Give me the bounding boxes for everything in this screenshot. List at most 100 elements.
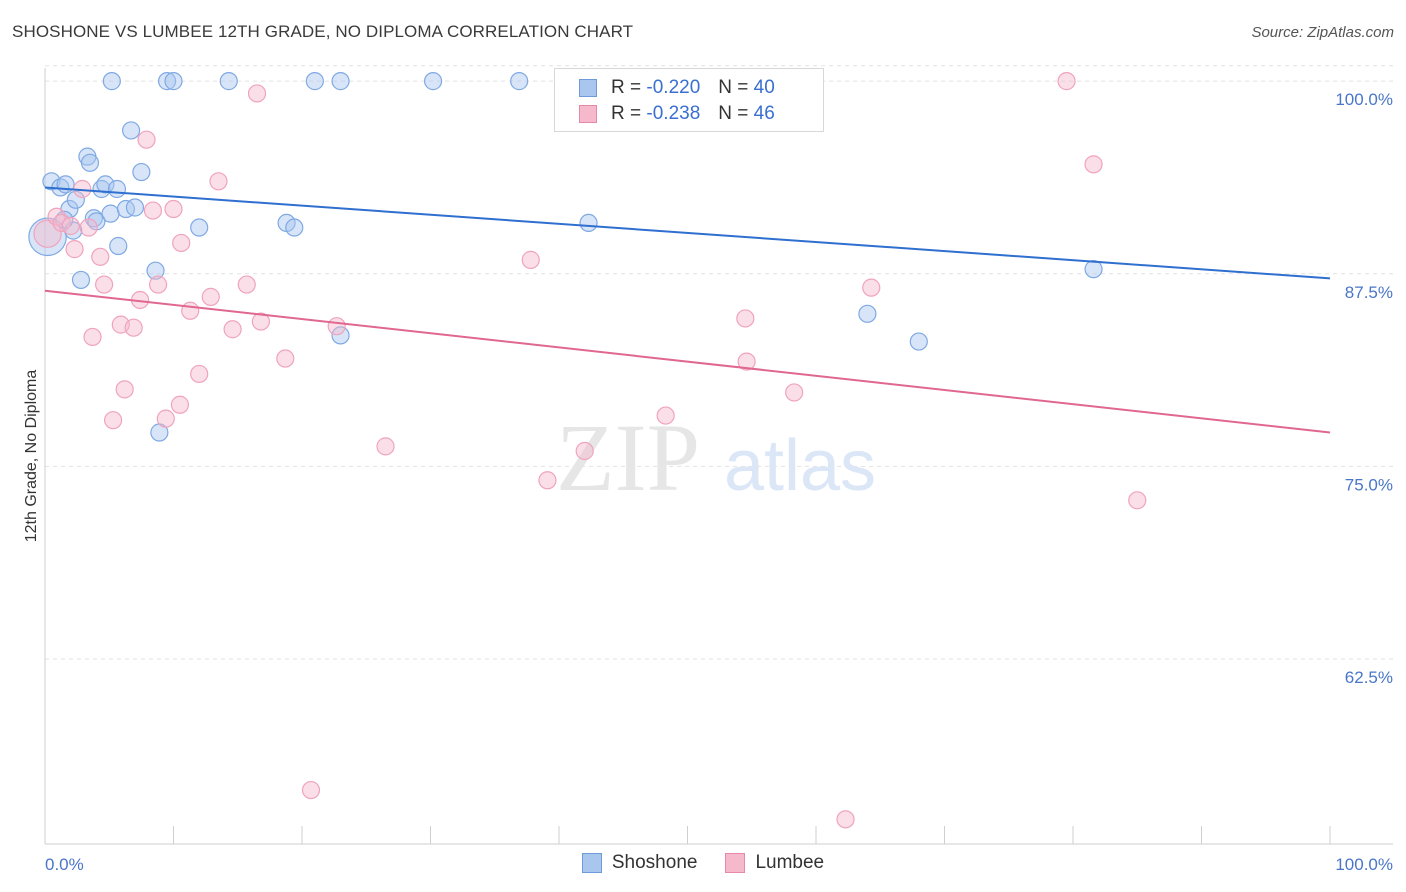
point-lumbee <box>124 318 143 337</box>
grid-lines <box>45 65 1394 660</box>
data-points <box>28 72 1147 829</box>
y-axis-label: 12th Grade, No Diploma <box>23 370 40 543</box>
point-shoshone <box>1084 260 1103 279</box>
point-lumbee <box>247 84 267 103</box>
point-lumbee <box>170 395 190 414</box>
point-shoshone <box>102 72 121 91</box>
point-lumbee <box>575 441 594 461</box>
legend-swatch-lumbee <box>579 105 597 123</box>
point-lumbee <box>785 383 804 402</box>
legend-item-shoshone[interactable]: Shoshone <box>581 852 698 874</box>
trend-lines <box>44 186 1331 434</box>
point-lumbee <box>1084 155 1103 174</box>
point-shoshone <box>331 72 350 91</box>
point-lumbee <box>156 409 175 428</box>
point-shoshone <box>305 72 324 91</box>
point-shoshone <box>109 236 128 256</box>
point-shoshone <box>84 209 103 228</box>
point-lumbee <box>164 199 183 219</box>
point-shoshone <box>190 218 209 237</box>
y-tick-label: 100.0% <box>1335 90 1393 109</box>
point-lumbee <box>148 275 168 294</box>
point-shoshone <box>132 162 151 182</box>
legend-n-label: N = <box>718 103 749 124</box>
point-lumbee <box>61 216 80 236</box>
trend-line-shoshone <box>44 186 1331 280</box>
point-lumbee <box>209 172 228 191</box>
watermark-zip: ZIP <box>556 404 700 511</box>
series-legend: Shoshone Lumbee <box>0 852 1406 874</box>
point-shoshone <box>909 332 928 351</box>
point-lumbee <box>223 320 242 339</box>
point-lumbee <box>251 312 270 331</box>
point-lumbee <box>104 411 123 430</box>
point-lumbee <box>172 233 191 253</box>
point-shoshone <box>510 72 529 91</box>
y-tick-label: 62.5% <box>1345 668 1393 687</box>
point-shoshone <box>858 304 877 323</box>
source-label: Source: ZipAtlas.com <box>1251 24 1394 41</box>
y-tick-label: 87.5% <box>1345 283 1393 302</box>
legend-swatch-shoshone <box>579 79 597 97</box>
point-lumbee <box>79 218 98 237</box>
trend-line-lumbee <box>44 289 1331 434</box>
legend-swatch-shoshone <box>581 853 602 873</box>
legend-label-shoshone: Shoshone <box>611 852 698 873</box>
stats-legend: R = -0.220 N = 40 R = -0.238 N = 46 <box>554 68 824 132</box>
point-lumbee <box>143 201 163 220</box>
point-shoshone <box>285 218 304 237</box>
point-lumbee <box>521 250 540 269</box>
point-shoshone <box>331 326 350 345</box>
point-lumbee <box>538 471 557 490</box>
point-lumbee <box>95 275 114 294</box>
point-lumbee <box>656 406 675 425</box>
point-lumbee <box>836 810 855 829</box>
point-lumbee <box>65 240 84 259</box>
legend-r-value: -0.220 <box>646 77 701 98</box>
point-shoshone <box>96 175 115 194</box>
point-lumbee <box>91 247 110 266</box>
chart-title: SHOSHONE VS LUMBEE 12TH GRADE, NO DIPLOM… <box>12 22 634 41</box>
x-tick-label-end: 100.0% <box>1335 855 1393 874</box>
point-shoshone <box>423 72 443 91</box>
point-shoshone <box>42 172 61 191</box>
point-lumbee <box>190 364 209 384</box>
x-tick-label-start: 0.0% <box>45 855 84 874</box>
point-lumbee <box>736 309 755 328</box>
point-lumbee <box>201 287 220 306</box>
point-lumbee <box>737 352 756 371</box>
point-lumbee <box>376 437 395 456</box>
point-shoshone <box>80 153 100 172</box>
point-lumbee <box>181 301 200 320</box>
legend-item-lumbee[interactable]: Lumbee <box>725 852 824 874</box>
legend-row-lumbee: R = -0.238 N = 46 <box>579 103 775 125</box>
point-lumbee <box>301 780 321 800</box>
legend-row-shoshone: R = -0.220 N = 40 <box>579 77 775 99</box>
point-shoshone <box>121 121 141 140</box>
point-shoshone <box>164 72 183 91</box>
point-shoshone <box>125 198 145 217</box>
point-shoshone <box>219 72 238 91</box>
legend-n-label: N = <box>718 77 749 98</box>
tick-labels: 100.0% 87.5% 75.0% 62.5% 0.0% 100.0% <box>45 90 1393 874</box>
legend-n-value: 40 <box>753 77 775 98</box>
point-shoshone <box>116 199 136 219</box>
axes <box>44 68 1393 845</box>
watermark: ZIP atlas <box>556 404 876 511</box>
point-lumbee <box>115 380 134 399</box>
point-lumbee <box>237 275 256 294</box>
point-shoshone <box>146 261 165 280</box>
watermark-atlas: atlas <box>724 426 876 506</box>
point-shoshone <box>66 190 85 209</box>
point-lumbee <box>862 278 881 297</box>
legend-r-value: -0.238 <box>646 103 701 124</box>
legend-n-value: 46 <box>753 103 775 124</box>
point-lumbee <box>327 317 346 336</box>
point-shoshone <box>101 204 120 223</box>
point-lumbee <box>276 349 295 368</box>
legend-label-lumbee: Lumbee <box>755 852 825 873</box>
legend-swatch-lumbee <box>725 853 746 873</box>
point-lumbee <box>1128 491 1147 510</box>
legend-r-label: R = <box>611 77 642 98</box>
